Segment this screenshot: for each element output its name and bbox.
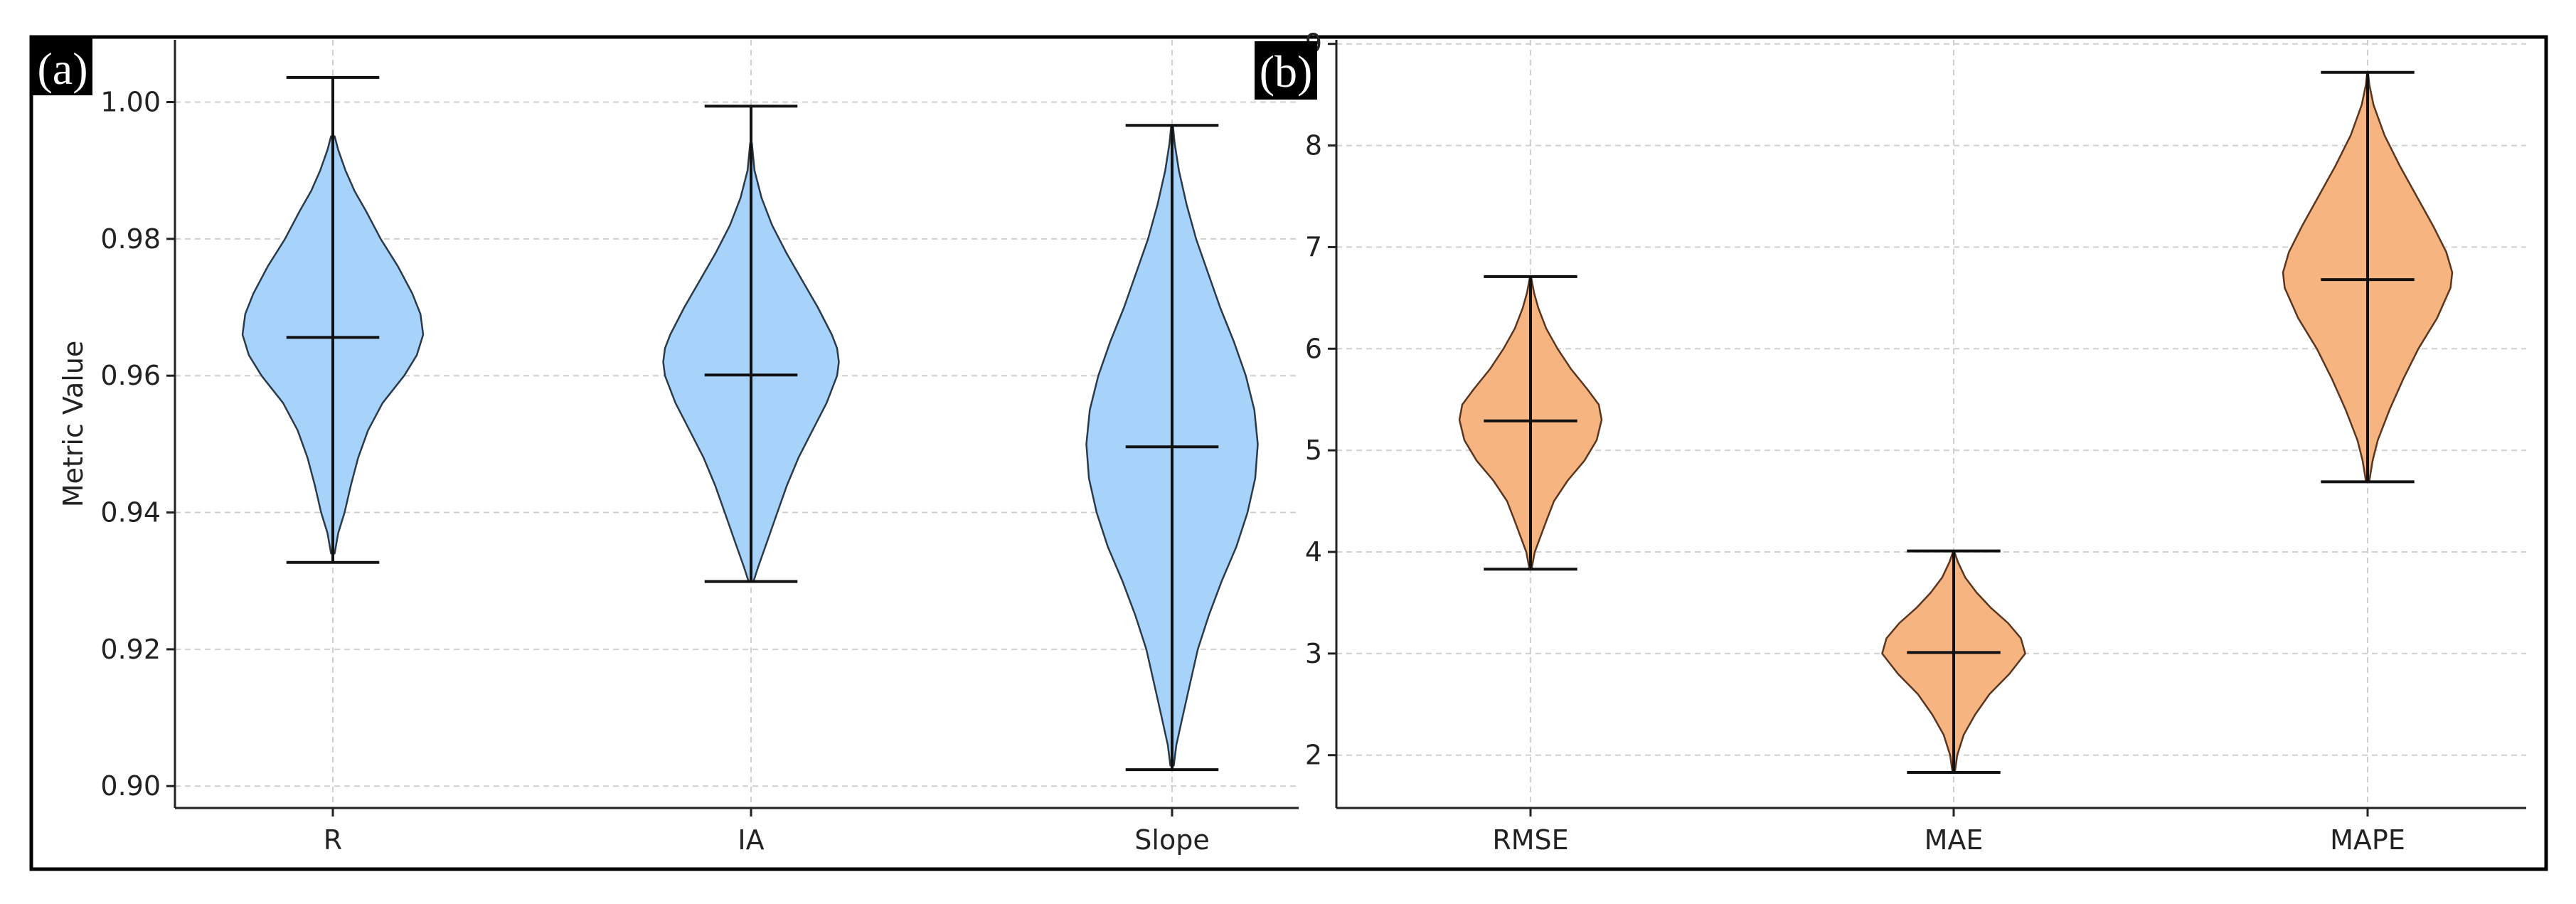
panel-b-ytick-label-0: 2 [1305, 740, 1322, 771]
panel-a-label-box [33, 38, 92, 95]
panel-a-ytick-label-3: 0.96 [100, 360, 161, 391]
x-tick-label-mae: MAE [1925, 824, 1984, 856]
panel-b-axes [1335, 40, 2526, 809]
panel-a-x-ticks: R IA Slope [324, 808, 1210, 856]
panel-a-ytick-label-0: 0.90 [100, 770, 161, 802]
panel-a-ytick-label-4: 0.98 [100, 223, 161, 255]
panel-b-ytick-label-3: 5 [1305, 435, 1322, 466]
panel-a-violins [241, 75, 1259, 772]
panel-b-label-box [1255, 41, 1317, 100]
panel-a-label: (a) [37, 43, 87, 94]
x-tick-label-r: R [324, 824, 342, 856]
x-tick-label-mape: MAPE [2330, 824, 2405, 856]
panel-a-ytick-label-1: 0.92 [100, 634, 161, 665]
panel-b-label: (b) [1260, 46, 1313, 97]
panel-b-ytick-label-4: 6 [1305, 333, 1322, 364]
panel-b-ytick-label-6: 8 [1305, 130, 1322, 161]
x-tick-label-slope: Slope [1134, 824, 1209, 856]
panel-b-x-ticks: RMSE MAE MAPE [1492, 808, 2405, 856]
panel-b-ytick-label-1: 3 [1305, 638, 1322, 669]
panel-b-ytick-label-2: 4 [1305, 536, 1322, 568]
x-tick-label-rmse: RMSE [1492, 824, 1568, 856]
panel-a-ytick-label-5: 1.00 [100, 87, 161, 118]
panel-a-y-ticks: 0.90 0.92 0.94 0.96 0.98 1.00 [100, 87, 175, 802]
panel-a-ytick-label-2: 0.94 [100, 497, 161, 528]
panel-a: 0.90 0.92 0.94 0.96 0.98 1.00 R IA Slope Metric… [33, 38, 1299, 856]
panel-a-y-axis-title: Metric Value [58, 341, 89, 508]
panel-a-axes [174, 40, 1299, 809]
x-tick-label-ia: IA [738, 824, 764, 856]
panel-b-y-ticks: 23456789 [1305, 28, 1336, 771]
figure-frame [29, 35, 2548, 871]
panel-b-violins [1458, 70, 2454, 774]
panel-b-ytick-label-5: 7 [1305, 231, 1322, 262]
